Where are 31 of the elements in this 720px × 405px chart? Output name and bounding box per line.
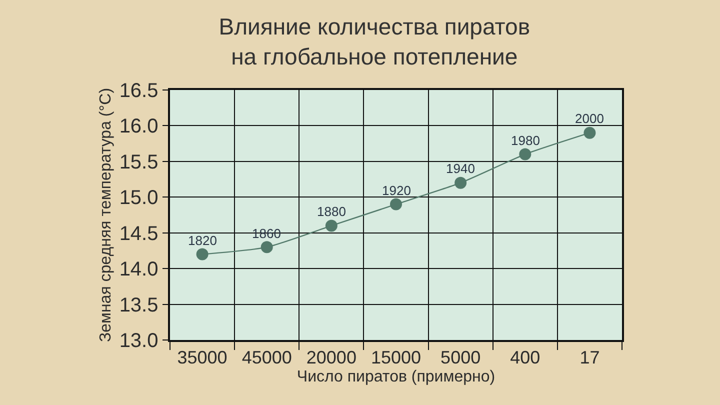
- x-tick-label: 17: [580, 347, 600, 368]
- point: [196, 248, 208, 260]
- point: [260, 241, 273, 254]
- x-tick-label: 20000: [306, 347, 356, 368]
- annotation: 1920: [382, 183, 411, 198]
- x-tick-label: 35000: [177, 347, 228, 368]
- y-tick-label: 13.5: [119, 294, 158, 316]
- point: [519, 148, 532, 160]
- y-tick-label: 14.5: [119, 222, 158, 245]
- chart-title: Влияние количества пиратов на глобальное потепление: [218, 13, 530, 70]
- y-tick-label: 16.0: [119, 116, 158, 138]
- y-tick-label: 15.0: [119, 187, 158, 210]
- x-tick-label: 400: [510, 347, 540, 368]
- x-tick-label: 45000: [242, 347, 292, 368]
- annotation: 1940: [446, 161, 475, 176]
- y-axis-title: Земная средняя температура (°C): [98, 88, 115, 342]
- x-axis-title: Число пиратов (примерно): [296, 368, 496, 386]
- point: [325, 220, 338, 232]
- x-tick-label: 5000: [440, 347, 481, 368]
- point: [390, 198, 402, 210]
- y-tick-label: 14.0: [119, 258, 158, 281]
- annotation: 2000: [575, 111, 604, 126]
- y-tick-label: 15.5: [119, 151, 158, 174]
- annotation: 1880: [317, 204, 346, 219]
- point: [454, 176, 467, 189]
- annotation: 1820: [188, 233, 217, 248]
- point: [584, 126, 596, 139]
- x-tick-label: 15000: [370, 347, 422, 368]
- y-tick-label: 13.0: [119, 330, 158, 352]
- annotation: 1980: [511, 133, 540, 148]
- y-tick-label: 16.5: [119, 80, 158, 102]
